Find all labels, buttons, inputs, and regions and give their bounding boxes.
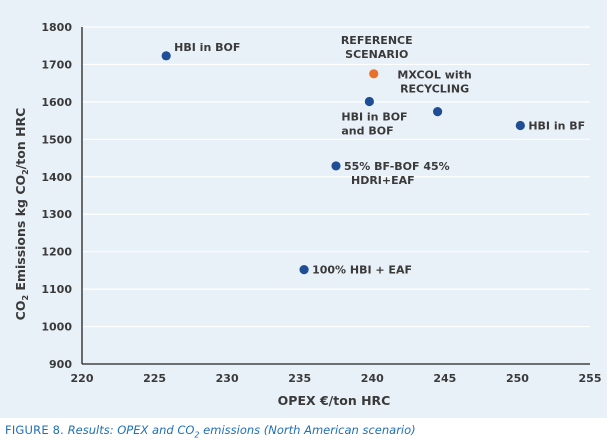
y-axis-title: CO2 Emissions kg CO2/ton HRC	[13, 108, 30, 321]
x-axis-title: OPEX €/ton HRC	[278, 393, 391, 408]
y-tick-label: 1500	[41, 133, 72, 146]
point-label: HBI in BOF and BOF	[341, 111, 407, 138]
y-axis-title-mid: Emissions kg CO	[13, 175, 28, 295]
y-tick-label: 1000	[41, 321, 72, 334]
point-label: HBI in BOF	[174, 41, 240, 54]
x-tick-label: 255	[579, 372, 602, 385]
x-tick-label: 225	[143, 372, 166, 385]
figure-caption: FIGURE 8. Results: OPEX and CO2 emission…	[5, 423, 416, 439]
caption-text-pre: Results: OPEX and CO	[67, 423, 195, 437]
point-label: 55% BF-BOF 45% HDRI+EAF	[344, 160, 450, 187]
caption-figure-number: FIGURE 8.	[5, 423, 65, 437]
y-tick-label: 1600	[41, 96, 72, 109]
y-tick-label: 1700	[41, 58, 72, 71]
point-label: 100% HBI + EAF	[312, 264, 412, 277]
x-tick-label: 250	[506, 372, 529, 385]
point-label-line: 55% BF-BOF 45%	[344, 160, 450, 173]
y-tick-label: 1300	[41, 208, 72, 221]
point-label-line: REFERENCE	[341, 34, 413, 47]
y-tick-label: 1800	[41, 21, 72, 34]
y-tick-label: 1100	[41, 283, 72, 296]
grid-layer	[82, 26, 590, 328]
point-label-line: and BOF	[341, 125, 393, 138]
caption-text-post: emissions (North American scenario)	[199, 423, 416, 437]
data-point	[515, 120, 525, 131]
data-point	[161, 51, 171, 61]
data-point	[299, 265, 309, 275]
axis-layer	[81, 27, 590, 365]
y-tick-label: 1200	[41, 246, 72, 259]
y-axis-title-sub: 2	[21, 295, 30, 301]
data-point	[364, 96, 374, 107]
tick-labels: 900 1000 1100 1200 1300 1400 1500 1600 1700 1800 2…	[41, 21, 601, 385]
y-axis-title-end: /ton HRC	[13, 108, 28, 170]
data-point	[433, 107, 443, 117]
x-tick-label: 245	[433, 372, 456, 385]
scatter-chart: 900 1000 1100 1200 1300 1400 1500 1600 1700 1800 2…	[13, 21, 601, 408]
data-point	[331, 161, 341, 171]
point-label: MXCOL with RECYCLING	[397, 69, 471, 96]
x-tick-label: 220	[71, 372, 94, 385]
point-label-line: RECYCLING	[400, 83, 469, 96]
x-tick-label: 240	[361, 372, 384, 385]
point-label-line: SCENARIO	[345, 48, 408, 61]
caption-text: Results: OPEX and CO2 emissions (North A…	[67, 423, 416, 440]
x-tick-label: 230	[216, 372, 239, 385]
y-axis-title-sub2: 2	[21, 169, 30, 175]
caption-text-sub: 2	[194, 430, 200, 440]
x-tick-label: 235	[288, 372, 311, 385]
point-label-line: HBI in BF	[528, 119, 585, 132]
point-label-line: 100% HBI + EAF	[312, 264, 412, 277]
data-point	[369, 69, 379, 79]
y-axis-title-co: CO	[13, 301, 28, 321]
data-points	[161, 51, 525, 275]
point-label-line: HBI in BOF	[174, 41, 240, 54]
point-label-line: HBI in BOF	[341, 111, 407, 124]
y-tick-label: 900	[49, 358, 72, 371]
chart-panel: 900 1000 1100 1200 1300 1400 1500 1600 1700 1800 2…	[0, 0, 607, 418]
y-tick-label: 1400	[41, 171, 72, 184]
point-label: HBI in BF	[528, 119, 585, 132]
point-label-line: MXCOL with	[397, 69, 471, 82]
point-label-line: HDRI+EAF	[351, 174, 415, 187]
point-label: REFERENCE SCENARIO	[341, 34, 413, 61]
